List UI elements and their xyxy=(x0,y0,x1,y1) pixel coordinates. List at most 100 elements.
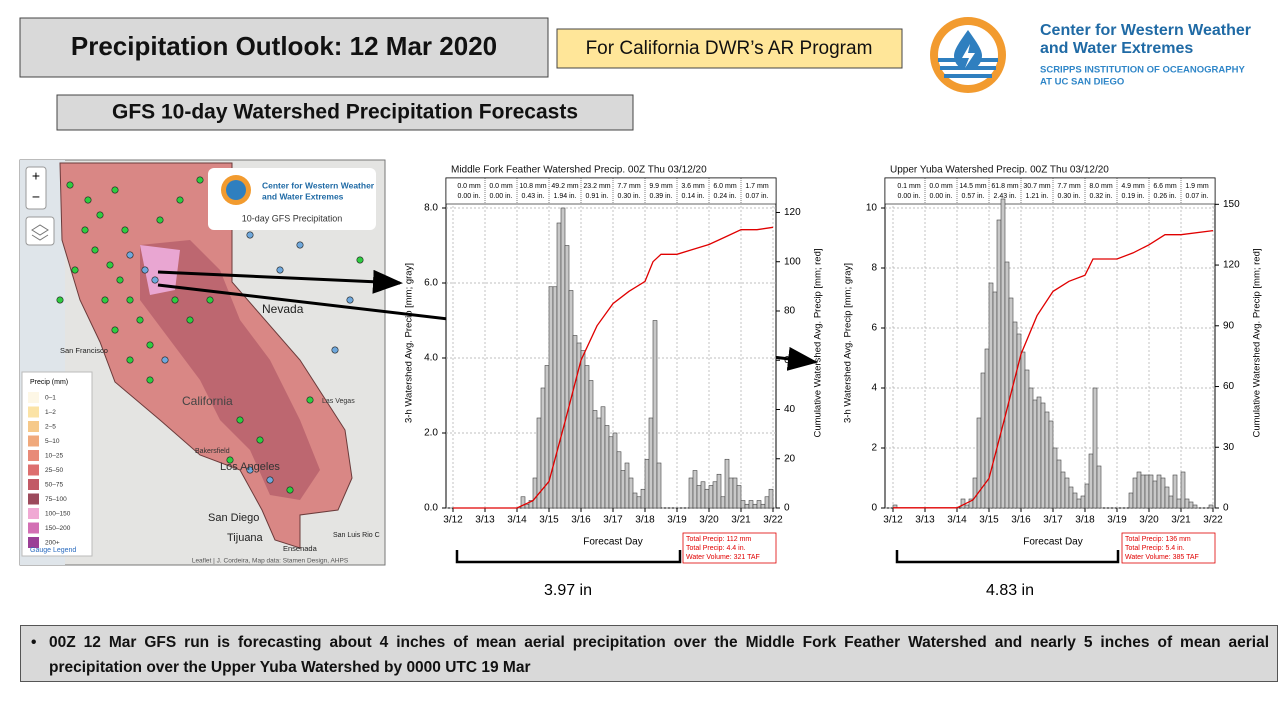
bar xyxy=(580,350,586,509)
bar xyxy=(1056,459,1062,509)
map-legend-label: 10–25 xyxy=(45,453,63,460)
daily-mm: 14.5 mm xyxy=(959,183,986,190)
gauge-dot xyxy=(96,211,104,219)
bar xyxy=(1076,498,1082,509)
gauge-dot xyxy=(146,341,154,349)
bar xyxy=(768,488,774,509)
watershed-region xyxy=(140,240,320,500)
bar xyxy=(596,417,602,509)
bar xyxy=(544,365,550,509)
map-legend-swatch xyxy=(28,421,39,432)
daily-mm: 6.6 mm xyxy=(1153,183,1177,190)
bar xyxy=(656,462,662,509)
x-tick-label: 3/16 xyxy=(1011,515,1031,526)
daily-mm: 0.0 mm xyxy=(489,183,513,190)
map-legend-title: Precip (mm) xyxy=(30,379,68,386)
zoom-in[interactable]: + xyxy=(32,168,40,184)
bracket-label: 3.97 in xyxy=(544,582,592,599)
place-label: Tijuana xyxy=(227,532,264,544)
bar xyxy=(736,485,742,509)
gauge-dot xyxy=(246,466,254,474)
chart-title: Upper Yuba Watershed Precip. 00Z Thu 03/… xyxy=(890,165,1109,176)
bar xyxy=(720,496,726,509)
gauge-dot xyxy=(106,261,114,269)
map-legend-swatch xyxy=(28,493,39,505)
bar xyxy=(1168,495,1174,509)
bar xyxy=(564,245,570,509)
y-tick-label: 10 xyxy=(866,203,878,214)
bar xyxy=(604,425,610,509)
map-legend-items: Precip (mm) 0–1 1–2 2–5 5–10 10–25 25–50 50–75 7… xyxy=(28,379,76,554)
bar xyxy=(1032,399,1038,509)
map-legend-label: 1–2 xyxy=(45,409,56,416)
x-tick-label: 3/21 xyxy=(731,515,751,526)
totals-text: Total Precip: 136 mm xyxy=(1125,536,1191,543)
totals-text: Water Volume: 321 TAF xyxy=(686,554,760,561)
bar xyxy=(1096,465,1102,509)
daily-in: 0.32 in. xyxy=(1090,193,1113,200)
gauge-dot xyxy=(331,346,339,354)
map-legend-label: 5–10 xyxy=(45,438,60,445)
y-tick-label: 8 xyxy=(871,263,877,274)
place-label: San Francisco xyxy=(60,346,108,355)
layers-control[interactable] xyxy=(25,216,55,246)
gauge-dots xyxy=(56,176,364,494)
y-tick-label: 6.0 xyxy=(424,278,438,289)
bar xyxy=(1160,477,1166,509)
y-tick-label: 4.0 xyxy=(424,353,438,364)
gauge-dot xyxy=(111,186,119,194)
gauge-dot xyxy=(81,226,89,234)
y2-tick-label: 20 xyxy=(784,453,796,464)
bar xyxy=(1084,483,1090,509)
bar xyxy=(724,458,730,509)
x-tick-label: 3/12 xyxy=(443,515,463,526)
bar xyxy=(1044,411,1050,509)
daily-table xyxy=(445,177,777,205)
gauge-dot xyxy=(236,416,244,424)
bar xyxy=(708,485,714,509)
cumulative-line xyxy=(893,229,1214,509)
gauge-dot xyxy=(346,296,354,304)
y2-axis-label: Cumulative Watershed Avg. Precip [mm; re… xyxy=(1252,248,1263,437)
gauge-dot xyxy=(266,476,274,484)
bar xyxy=(1156,474,1162,509)
bar xyxy=(584,365,590,509)
daily-mm: 3.6 mm xyxy=(681,183,705,190)
bar xyxy=(692,470,698,509)
org-name: and Water Extremes xyxy=(1040,40,1193,57)
tag-box xyxy=(556,28,903,69)
zoom-control[interactable] xyxy=(25,166,47,210)
y2-tick-label: 60 xyxy=(784,355,796,366)
bar xyxy=(1048,420,1054,509)
map-legend-swatch xyxy=(28,522,39,534)
x-tick-label: 3/15 xyxy=(539,515,559,526)
y-tick-label: 2.0 xyxy=(424,428,438,439)
bar xyxy=(560,207,566,509)
y-tick-label: 2 xyxy=(871,443,877,454)
gauge-dot xyxy=(126,356,134,364)
zoom-out[interactable]: − xyxy=(32,189,40,205)
x-tick-label: 3/14 xyxy=(947,515,967,526)
chart: Upper Yuba Watershed Precip. 00Z Thu 03/… xyxy=(843,165,1263,564)
bar xyxy=(628,477,634,509)
x-tick-label: 3/20 xyxy=(699,515,719,526)
bar xyxy=(1148,474,1154,509)
daily-in: 0.24 in. xyxy=(714,193,737,200)
gauge-dot xyxy=(156,216,164,224)
x-tick-label: 3/19 xyxy=(1107,515,1127,526)
daily-in: 0.00 in. xyxy=(930,193,953,200)
daily-in: 0.00 in. xyxy=(898,193,921,200)
x-tick-label: 3/17 xyxy=(1043,515,1063,526)
gauge-dot xyxy=(84,196,92,204)
bar xyxy=(636,496,642,509)
y2-tick-label: 0 xyxy=(784,503,790,514)
bar xyxy=(984,348,990,509)
org-sub: AT UC SAN DIEGO xyxy=(1040,77,1124,88)
bar xyxy=(1012,321,1018,509)
org-sub: SCRIPPS INSTITUTION OF OCEANOGRAPHY xyxy=(1040,65,1245,76)
map-legend-label: 25–50 xyxy=(45,467,63,474)
gauge-dot xyxy=(286,486,294,494)
bar xyxy=(1008,297,1014,509)
map-legend-label: 50–75 xyxy=(45,482,63,489)
gauge-dot xyxy=(56,296,64,304)
